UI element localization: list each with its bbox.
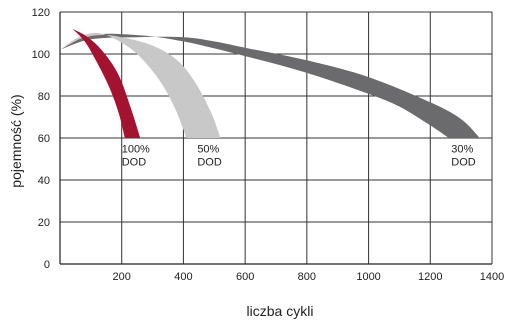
y-tick-label: 20 bbox=[38, 217, 50, 229]
x-tick-label: 1200 bbox=[418, 271, 442, 283]
x-tick-label: 1400 bbox=[480, 271, 504, 283]
series-group bbox=[60, 28, 480, 138]
y-tick-label: 40 bbox=[38, 175, 50, 187]
series-band-1 bbox=[60, 32, 221, 138]
series-annotation-1: 50% DOD bbox=[197, 143, 222, 168]
y-tick-label: 0 bbox=[44, 259, 50, 271]
series-annotation-0: 100% DOD bbox=[122, 143, 150, 168]
x-tick-label: 600 bbox=[236, 271, 254, 283]
x-tick-label: 400 bbox=[174, 271, 192, 283]
series-annotation-2: 30% DOD bbox=[451, 143, 476, 168]
x-tick-label: 1000 bbox=[356, 271, 380, 283]
series-band-2 bbox=[72, 28, 141, 138]
tick-labels: 0 20 40 60 80 100 120 200 400 600 800 1000 1200 1400 bbox=[32, 7, 505, 283]
y-axis-label: pojemność (%) bbox=[8, 94, 24, 187]
y-tick-label: 120 bbox=[32, 7, 50, 19]
y-tick-label: 80 bbox=[38, 91, 50, 103]
axes bbox=[59, 12, 492, 265]
y-tick-label: 60 bbox=[38, 133, 50, 145]
x-tick-label: 200 bbox=[113, 271, 131, 283]
y-tick-label: 100 bbox=[32, 49, 50, 61]
annotations: 100% DOD 50% DOD 30% DOD bbox=[122, 143, 476, 168]
x-axis-label: liczba cykli bbox=[247, 303, 314, 319]
series-band-0 bbox=[60, 33, 480, 138]
x-tick-label: 800 bbox=[298, 271, 316, 283]
